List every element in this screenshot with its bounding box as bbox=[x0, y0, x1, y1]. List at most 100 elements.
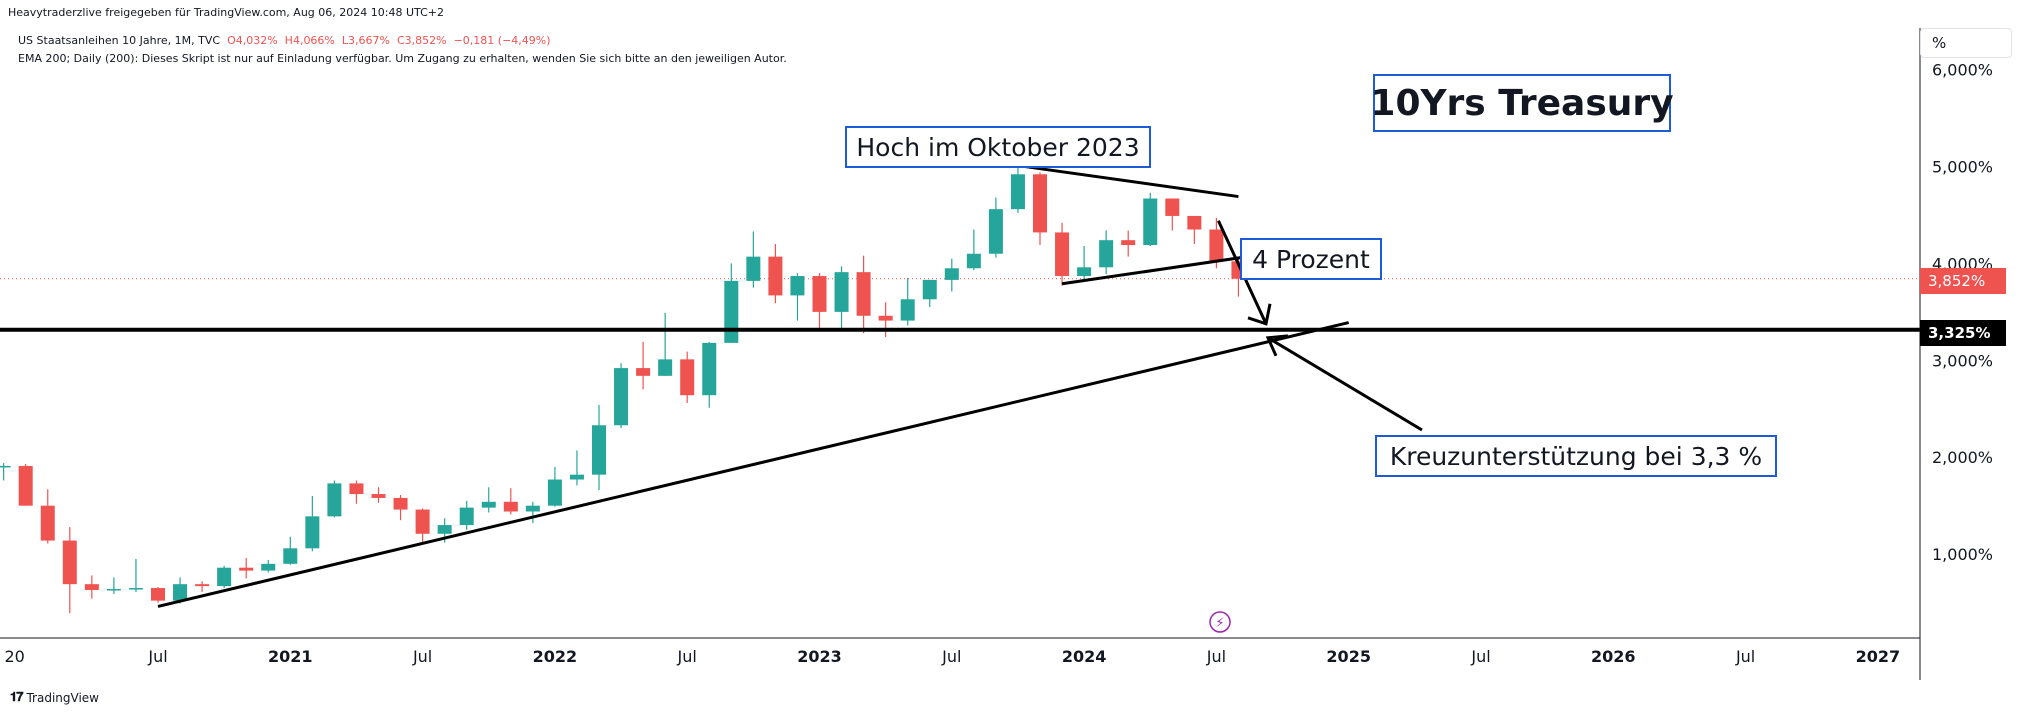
time-tick-label: 2024 bbox=[1062, 647, 1107, 666]
candle-body bbox=[151, 588, 165, 601]
time-tick-label: Jul bbox=[1470, 647, 1490, 666]
cross-support-annotation[interactable]: Kreuzunterstützung bei 3,3 % bbox=[1375, 435, 1777, 477]
candle-body bbox=[1187, 215, 1202, 230]
candle-body bbox=[614, 368, 629, 426]
candle-body bbox=[636, 368, 651, 376]
candle-body bbox=[944, 268, 959, 280]
ohlc-high: H4,066% bbox=[284, 34, 335, 47]
candle-body bbox=[0, 465, 11, 468]
tradingview-brand[interactable]: 𝟏𝟕 TradingView bbox=[10, 690, 99, 705]
candle-body bbox=[437, 525, 452, 534]
uptrend-line bbox=[157, 321, 1350, 608]
time-tick-label: Jul bbox=[941, 647, 961, 666]
candle-body bbox=[1209, 229, 1224, 262]
candle-body bbox=[856, 272, 871, 316]
candle-body bbox=[18, 465, 33, 506]
candle-body bbox=[459, 507, 474, 526]
candle-body bbox=[261, 563, 276, 571]
price-and-time-axes[interactable]: 1,000%2,000%3,000%4,000%5,000%6,000%20 Ju… bbox=[0, 28, 1993, 680]
chart-title-annotation[interactable]: 10Yrs Treasury bbox=[1370, 74, 1674, 132]
candle-body bbox=[988, 209, 1003, 254]
candle-body bbox=[768, 256, 783, 296]
four-percent-annotation[interactable]: 4 Prozent bbox=[1240, 238, 1382, 280]
time-tick-label: Jul bbox=[1735, 647, 1755, 666]
candle-body bbox=[1165, 198, 1180, 216]
price-tick-label: 6,000% bbox=[1932, 61, 1993, 80]
chart-caption: Heavytraderzlive freigegeben für Trading… bbox=[8, 6, 444, 19]
candle-body bbox=[900, 299, 915, 321]
current-price-tag: 3,852% bbox=[1920, 268, 2006, 294]
symbol-name[interactable]: US Staatsanleihen 10 Jahre, 1M, TVC bbox=[18, 34, 221, 47]
candle-body bbox=[415, 509, 430, 534]
candle-body bbox=[1010, 174, 1025, 210]
candle-body bbox=[724, 280, 739, 343]
price-scale-settings[interactable] bbox=[1920, 28, 2012, 58]
candle-body bbox=[812, 276, 827, 312]
time-tick-label: 2025 bbox=[1326, 647, 1371, 666]
candle-body bbox=[173, 584, 188, 601]
candle-body bbox=[62, 540, 77, 585]
symbol-info-line: US Staatsanleihen 10 Jahre, 1M, TVC O4,0… bbox=[18, 34, 551, 47]
ohlc-change: −0,181 (−4,49%) bbox=[453, 34, 551, 47]
candle-body bbox=[305, 516, 320, 549]
time-tick-label: 20 bbox=[4, 647, 24, 666]
candle-body bbox=[569, 474, 584, 480]
indicator-info-line[interactable]: EMA 200; Daily (200): Dieses Skript ist … bbox=[18, 52, 787, 65]
down-arrow-head-icon bbox=[1247, 303, 1272, 326]
candle-body bbox=[195, 584, 210, 587]
candle-body bbox=[106, 589, 121, 591]
support-price-tag: 3,325% bbox=[1920, 320, 2006, 346]
ohlc-low: L3,667% bbox=[341, 34, 390, 47]
support-pointer-shaft bbox=[1267, 336, 1423, 432]
candle-body bbox=[525, 505, 540, 512]
candle-body bbox=[128, 588, 143, 590]
candle-body bbox=[1077, 267, 1092, 277]
october-high-annotation[interactable]: Hoch im Oktober 2023 bbox=[845, 126, 1151, 168]
candle-body bbox=[349, 483, 364, 495]
time-tick-label: Jul bbox=[412, 647, 432, 666]
candle-body bbox=[1099, 240, 1114, 268]
candle-body bbox=[592, 425, 606, 475]
time-tick-label: Jul bbox=[147, 647, 167, 666]
trend-drawings[interactable]: ⚡ bbox=[0, 164, 1920, 633]
candle-body bbox=[503, 501, 518, 512]
candle-body bbox=[702, 342, 717, 396]
candle-body bbox=[393, 497, 408, 510]
time-tick-label: 2027 bbox=[1856, 647, 1901, 666]
candle-body bbox=[878, 315, 893, 321]
time-tick-label: Jul bbox=[1206, 647, 1226, 666]
candle-body bbox=[40, 505, 55, 541]
triangle-upper-line bbox=[1017, 164, 1239, 199]
candle-body bbox=[658, 359, 673, 376]
ohlc-close: C3,852% bbox=[396, 34, 447, 47]
candle-body bbox=[922, 279, 937, 300]
time-tick-label: 2021 bbox=[268, 647, 313, 666]
candle-body bbox=[481, 501, 496, 508]
candle-body bbox=[547, 479, 562, 506]
price-tick-label: 2,000% bbox=[1932, 448, 1993, 467]
candle-body bbox=[1121, 240, 1136, 246]
candle-body bbox=[790, 276, 805, 296]
candle-body bbox=[371, 494, 386, 498]
candle-body bbox=[1033, 174, 1047, 233]
support-pointer-head-icon bbox=[1265, 334, 1289, 357]
triangle-lower-line bbox=[1061, 253, 1261, 286]
candle-body bbox=[834, 272, 849, 312]
candle-body bbox=[283, 548, 298, 564]
price-tick-label: 1,000% bbox=[1932, 545, 1993, 564]
time-tick-label: Jul bbox=[677, 647, 697, 666]
price-tick-label: 5,000% bbox=[1932, 158, 1993, 177]
candle-body bbox=[1055, 232, 1070, 277]
brand-name: TradingView bbox=[26, 690, 99, 705]
time-tick-label: 2023 bbox=[797, 647, 842, 666]
time-tick-label: 2022 bbox=[533, 647, 578, 666]
price-scale-unit[interactable]: % bbox=[1932, 34, 1947, 52]
candle-body bbox=[327, 483, 342, 517]
candle-body bbox=[84, 584, 99, 590]
candles bbox=[0, 165, 1246, 614]
time-tick-label: 2026 bbox=[1591, 647, 1636, 666]
candle-body bbox=[680, 359, 695, 396]
candle-body bbox=[966, 253, 981, 269]
candle-body bbox=[1143, 198, 1158, 246]
